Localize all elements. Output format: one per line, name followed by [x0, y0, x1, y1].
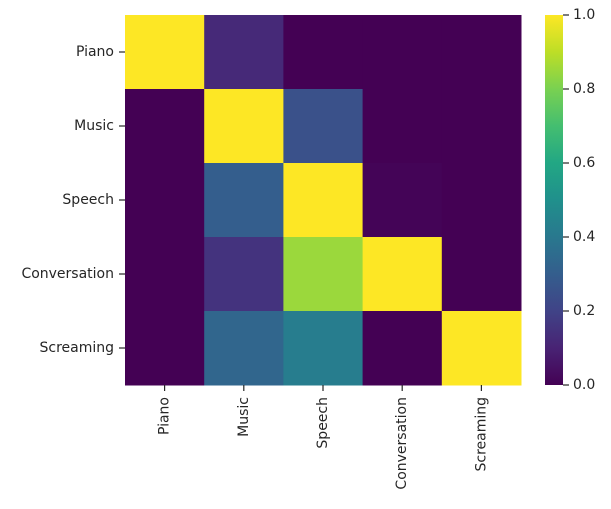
heatmap-cell	[283, 15, 364, 90]
x-tick-label: Speech	[315, 397, 331, 449]
heatmap-cell	[283, 237, 364, 312]
heatmap-cell	[362, 89, 443, 164]
heatmap-cell	[362, 163, 443, 238]
y-tick-label: Speech	[62, 192, 114, 208]
colorbar-tick-label: 1.0	[573, 7, 595, 23]
heatmap-cell	[204, 15, 284, 90]
heatmap-cell	[204, 237, 284, 312]
heatmap-cell	[441, 311, 522, 386]
heatmap-cell	[441, 89, 522, 164]
heatmap-cell	[125, 15, 205, 90]
x-tick-label: Music	[236, 397, 252, 437]
colorbar-tick-label: 0.2	[573, 303, 595, 319]
heatmap-cell	[362, 237, 443, 312]
colorbar-tick-label: 0.8	[573, 81, 595, 97]
y-tick-label: Piano	[76, 44, 114, 60]
heatmap-cell	[125, 163, 205, 238]
heatmap-cell	[204, 311, 284, 386]
colorbar-tick-label: 0.0	[573, 377, 595, 393]
heatmap-cell	[283, 311, 364, 386]
heatmap-cell	[204, 89, 284, 164]
colorbar-tick-label: 0.6	[573, 155, 595, 171]
heatmap-cell	[362, 311, 443, 386]
x-tick-label: Screaming	[473, 397, 489, 472]
colorbar-tick-label: 0.4	[573, 229, 595, 245]
heatmap-cell	[283, 163, 364, 238]
heatmap-cell	[441, 237, 522, 312]
heatmap-cell	[125, 237, 205, 312]
heatmap-cell	[441, 15, 522, 90]
x-tick-label: Conversation	[394, 397, 410, 490]
heatmap-cell	[125, 89, 205, 164]
colorbar-gradient	[545, 15, 563, 385]
y-axis: Piano Music Speech Conversation Screaming	[21, 44, 125, 356]
y-tick-label: Screaming	[39, 340, 114, 356]
colorbar: 0.0 0.2 0.4 0.6 0.8 1.0	[545, 7, 595, 393]
heatmap-cells	[125, 15, 522, 386]
heatmap-cell	[204, 163, 284, 238]
y-tick-label: Conversation	[21, 266, 114, 282]
heatmap-cell	[283, 89, 364, 164]
heatmap-cell	[362, 15, 443, 90]
x-tick-label: Piano	[157, 397, 173, 435]
y-tick-label: Music	[74, 118, 114, 134]
heatmap-cell	[125, 311, 205, 386]
heatmap-cell	[441, 163, 522, 238]
x-axis: Piano Music Speech Conversation Screaming	[157, 385, 489, 490]
